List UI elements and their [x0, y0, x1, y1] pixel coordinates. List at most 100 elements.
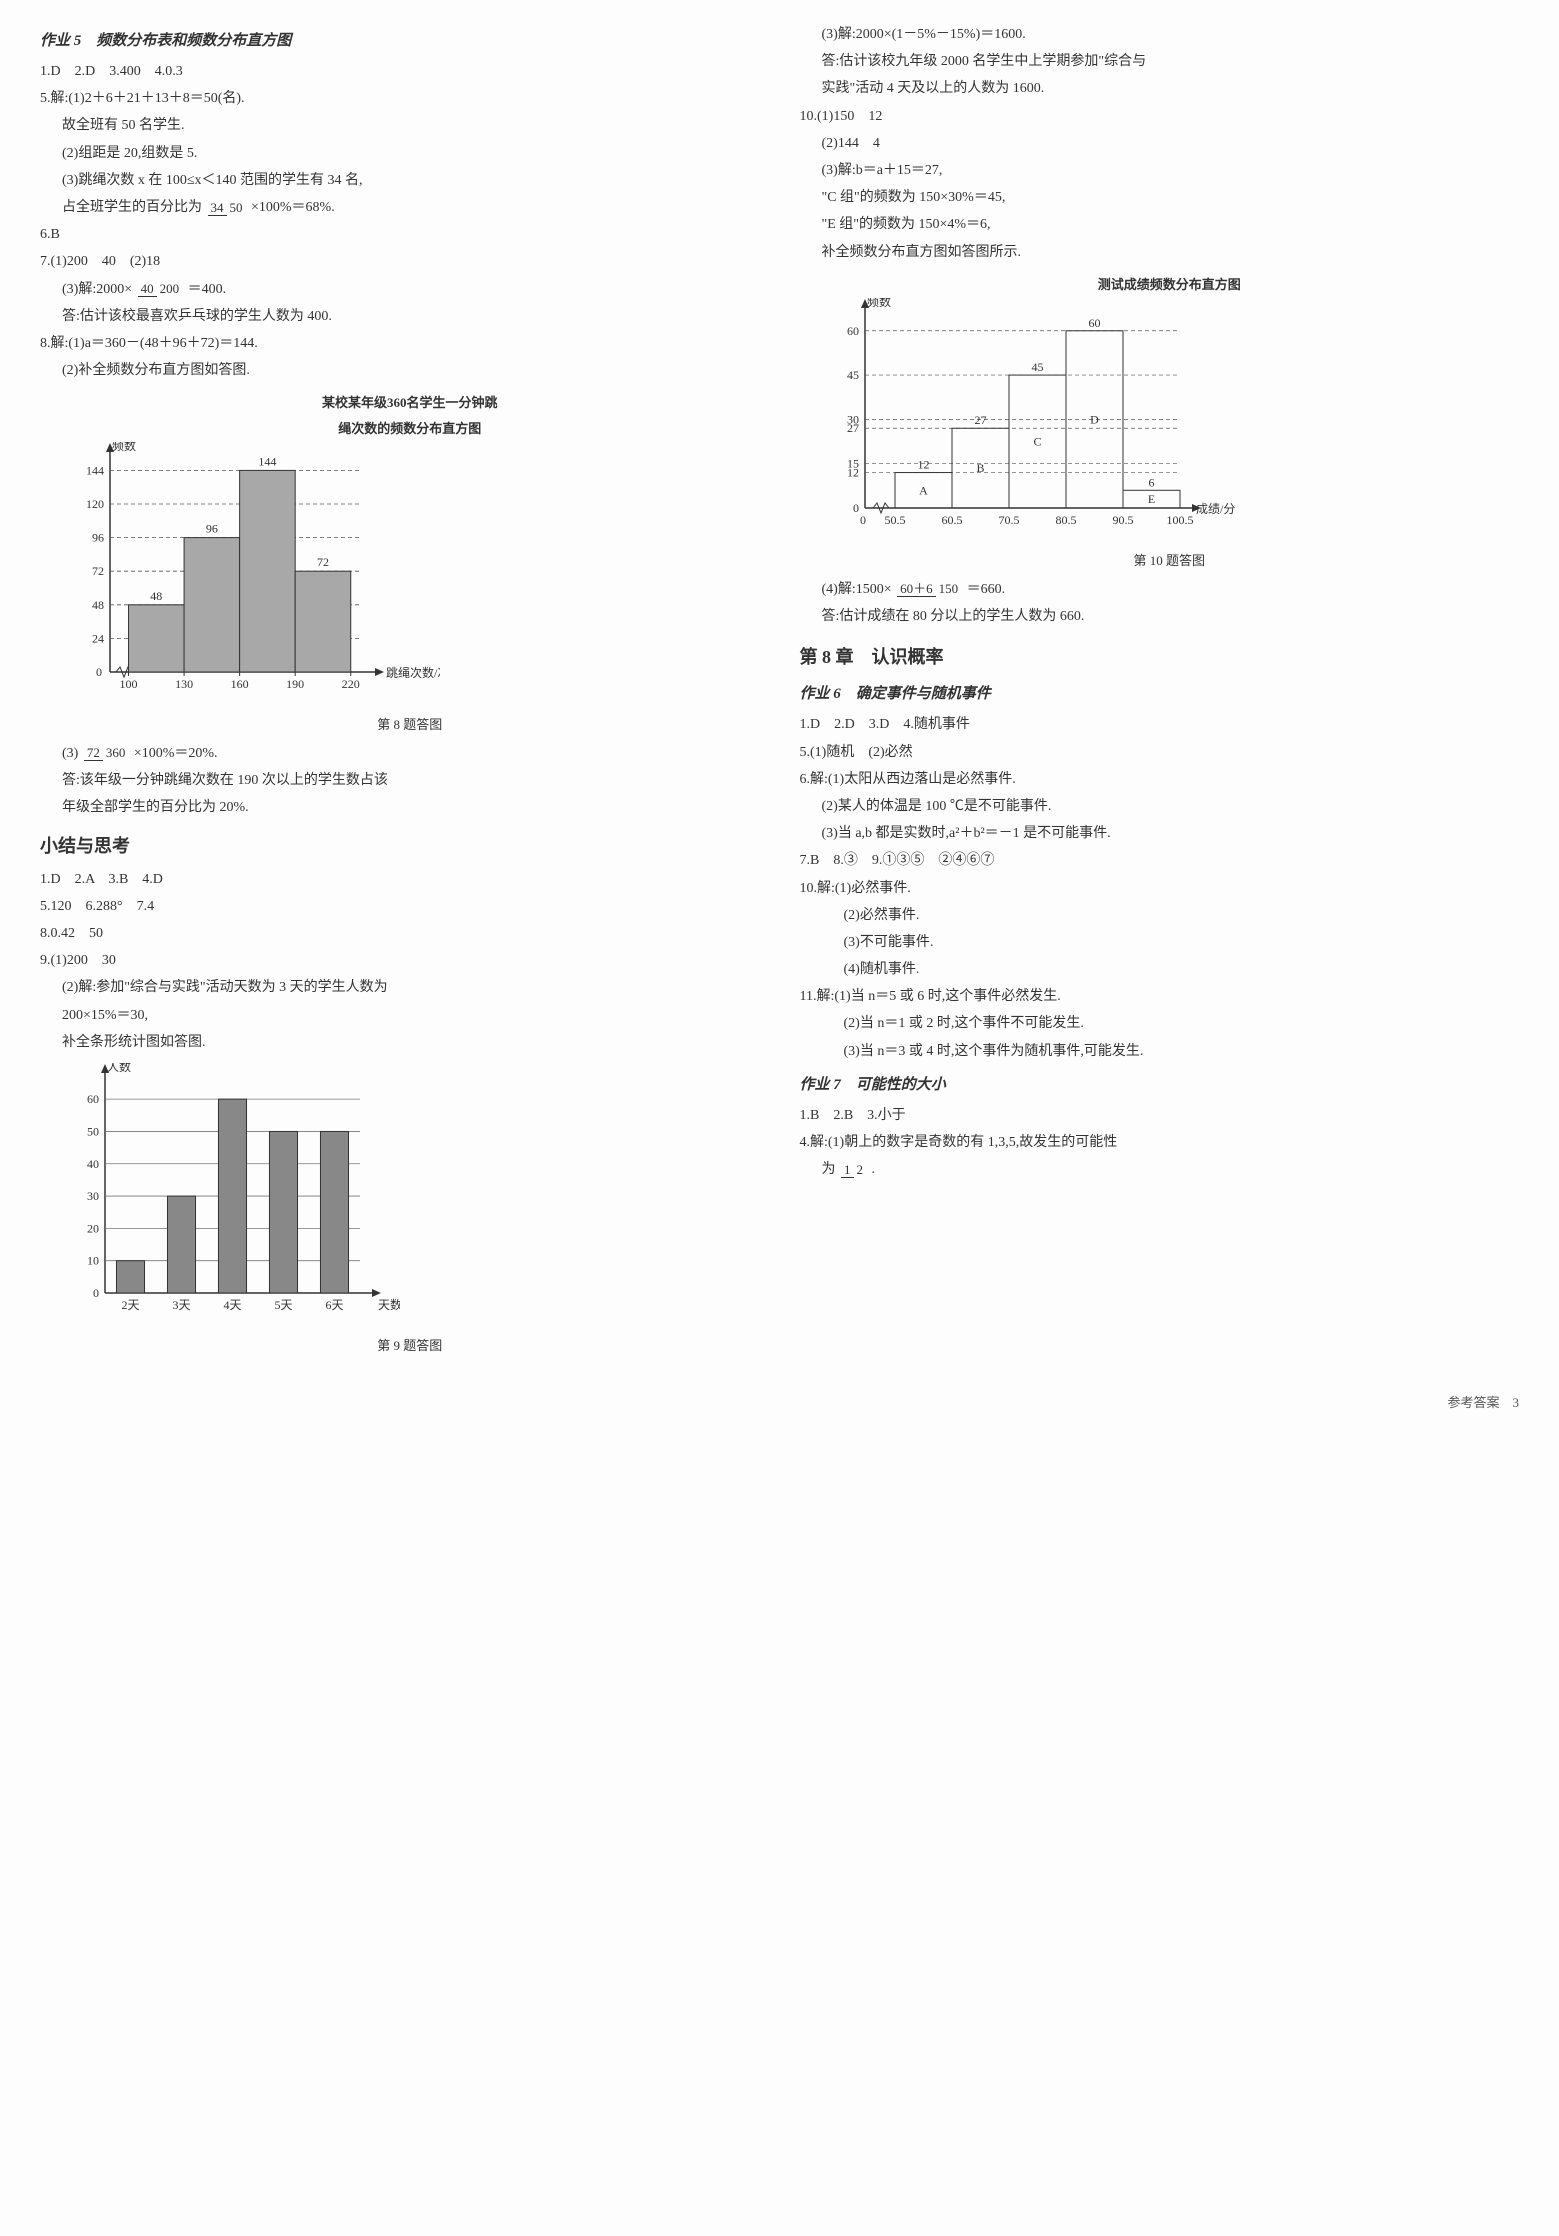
- svg-text:45: 45: [847, 368, 859, 382]
- text-line: 答:估计成绩在 80 分以上的学生人数为 660.: [800, 604, 1520, 629]
- text-line: (4)解:1500× 60＋6150 ＝660.: [800, 577, 1520, 602]
- svg-text:190: 190: [286, 677, 304, 691]
- svg-text:0: 0: [853, 501, 859, 515]
- text-span: (3)解:2000×: [62, 282, 132, 297]
- text-line: 9.(1)200 30: [40, 948, 760, 973]
- chart8-svg: 024487296120144100130160190220489614472频…: [60, 442, 440, 702]
- text-line: 200×15%＝30,: [40, 1003, 760, 1028]
- text-line: 4.解:(1)朝上的数字是奇数的有 1,3,5,故发生的可能性: [800, 1130, 1520, 1155]
- text-line: (2)必然事件.: [800, 903, 1520, 928]
- svg-text:100.5: 100.5: [1166, 513, 1193, 527]
- svg-text:80.5: 80.5: [1055, 513, 1076, 527]
- text-line: 答:该年级一分钟跳绳次数在 190 次以上的学生数占该: [40, 768, 760, 793]
- svg-text:10: 10: [87, 1254, 99, 1268]
- text-span: ×100%＝68%.: [251, 200, 335, 215]
- svg-text:E: E: [1147, 492, 1154, 506]
- text-line: 1.D 2.D 3.400 4.0.3: [40, 59, 760, 84]
- text-line: 故全班有 50 名学生.: [40, 113, 760, 138]
- text-line: (2)当 n＝1 或 2 时,这个事件不可能发生.: [800, 1011, 1520, 1036]
- text-line: (2)补全频数分布直方图如答图.: [40, 358, 760, 383]
- text-span: 占全班学生的百分比为: [62, 200, 202, 215]
- chart9-container: 01020304050602天3天4天5天6天人数天数 第 9 题答图: [60, 1063, 760, 1358]
- text-line: (3)解:2000×(1－5%－15%)＝1600.: [800, 22, 1520, 47]
- svg-text:频数: 频数: [867, 298, 891, 309]
- text-line: 实践"活动 4 天及以上的人数为 1600.: [800, 76, 1520, 101]
- text-span: (4)解:1500×: [822, 582, 892, 597]
- text-line: (4)随机事件.: [800, 957, 1520, 982]
- svg-text:50.5: 50.5: [884, 513, 905, 527]
- text-line: (3)当 a,b 都是实数时,a²＋b²＝－1 是不可能事件.: [800, 821, 1520, 846]
- fraction: 40200: [138, 282, 183, 296]
- text-span: ＝660.: [967, 582, 1006, 597]
- text-line: 7.B 8.③ 9.①③⑤ ②④⑥⑦: [800, 848, 1520, 873]
- svg-text:D: D: [1090, 412, 1099, 426]
- text-span: .: [872, 1162, 876, 1177]
- chart9-caption: 第 9 题答图: [60, 1334, 760, 1357]
- chart8-title-line1: 某校某年级360名学生一分钟跳: [60, 391, 760, 414]
- fraction: 72360: [84, 746, 129, 760]
- svg-text:3天: 3天: [172, 1298, 190, 1312]
- text-line: 7.(1)200 40 (2)18: [40, 249, 760, 274]
- svg-text:6天: 6天: [325, 1298, 343, 1312]
- chart9-svg: 01020304050602天3天4天5天6天人数天数: [60, 1063, 400, 1323]
- text-line: "C 组"的频数为 150×30%＝45,: [800, 185, 1520, 210]
- text-line: 11.解:(1)当 n＝5 或 6 时,这个事件必然发生.: [800, 984, 1520, 1009]
- text-line: (2)解:参加"综合与实践"活动天数为 3 天的学生人数为: [40, 975, 760, 1000]
- chapter8-title: 第 8 章 认识概率: [800, 641, 1520, 673]
- text-line: 8.解:(1)a＝360－(48＋96＋72)＝144.: [40, 331, 760, 356]
- svg-text:5天: 5天: [274, 1298, 292, 1312]
- text-line: (2)144 4: [800, 131, 1520, 156]
- svg-text:60: 60: [87, 1092, 99, 1106]
- text-line: 答:估计该校九年级 2000 名学生中上学期参加"综合与: [800, 49, 1520, 74]
- svg-text:144: 144: [86, 463, 104, 477]
- hw5-title: 作业 5 频数分布表和频数分布直方图: [40, 28, 760, 55]
- svg-text:130: 130: [175, 677, 193, 691]
- text-span: (3): [62, 746, 78, 761]
- hw7-title: 作业 7 可能性的大小: [800, 1072, 1520, 1099]
- svg-text:0: 0: [96, 665, 102, 679]
- svg-text:4天: 4天: [223, 1298, 241, 1312]
- svg-text:6: 6: [1148, 475, 1154, 489]
- svg-text:30: 30: [87, 1189, 99, 1203]
- hw6-title: 作业 6 确定事件与随机事件: [800, 681, 1520, 708]
- svg-text:30: 30: [847, 412, 859, 426]
- text-line: (3)当 n＝3 或 4 时,这个事件为随机事件,可能发生.: [800, 1039, 1520, 1064]
- text-line: 补全频数分布直方图如答图所示.: [800, 240, 1520, 265]
- text-line: 6.解:(1)太阳从西边落山是必然事件.: [800, 767, 1520, 792]
- svg-text:48: 48: [92, 598, 104, 612]
- page-footer: 参考答案 3: [40, 1391, 1519, 1414]
- svg-text:40: 40: [87, 1157, 99, 1171]
- chart10-caption: 第 10 题答图: [820, 549, 1520, 572]
- left-column: 作业 5 频数分布表和频数分布直方图 1.D 2.D 3.400 4.0.3 5…: [40, 20, 760, 1361]
- page-content: 作业 5 频数分布表和频数分布直方图 1.D 2.D 3.400 4.0.3 5…: [40, 20, 1519, 1361]
- svg-text:跳绳次数/次: 跳绳次数/次: [386, 665, 440, 680]
- fraction: 60＋6150: [897, 582, 961, 596]
- svg-text:20: 20: [87, 1221, 99, 1235]
- text-span: ×100%＝20%.: [134, 746, 218, 761]
- svg-text:60: 60: [1088, 316, 1100, 330]
- svg-text:0: 0: [860, 513, 866, 527]
- text-line: 为 12 .: [800, 1157, 1520, 1182]
- text-line: (2)组距是 20,组数是 5.: [40, 141, 760, 166]
- svg-text:成绩/分: 成绩/分: [1196, 502, 1235, 516]
- text-line: (3) 72360 ×100%＝20%.: [40, 741, 760, 766]
- text-span: 为: [822, 1162, 836, 1177]
- fraction: 12: [841, 1163, 866, 1177]
- text-line: 补全条形统计图如答图.: [40, 1030, 760, 1055]
- chart10-container: 测试成绩频数分布直方图 0121527304560050.560.570.580…: [820, 273, 1520, 573]
- text-line: 10.(1)150 12: [800, 104, 1520, 129]
- text-line: 1.B 2.B 3.小于: [800, 1103, 1520, 1128]
- svg-text:24: 24: [92, 631, 104, 645]
- right-column: (3)解:2000×(1－5%－15%)＝1600. 答:估计该校九年级 200…: [800, 20, 1520, 1361]
- svg-text:60: 60: [847, 324, 859, 338]
- svg-text:12: 12: [917, 458, 929, 472]
- svg-text:96: 96: [206, 522, 218, 536]
- text-line: 8.0.42 50: [40, 921, 760, 946]
- svg-text:天数: 天数: [378, 1297, 400, 1312]
- chart8-title-line2: 绳次数的频数分布直方图: [60, 417, 760, 440]
- text-line: (3)解:b＝a＋15＝27,: [800, 158, 1520, 183]
- text-line: 6.B: [40, 222, 760, 247]
- svg-text:15: 15: [847, 457, 859, 471]
- text-line: 5.120 6.288° 7.4: [40, 894, 760, 919]
- svg-text:48: 48: [150, 589, 162, 603]
